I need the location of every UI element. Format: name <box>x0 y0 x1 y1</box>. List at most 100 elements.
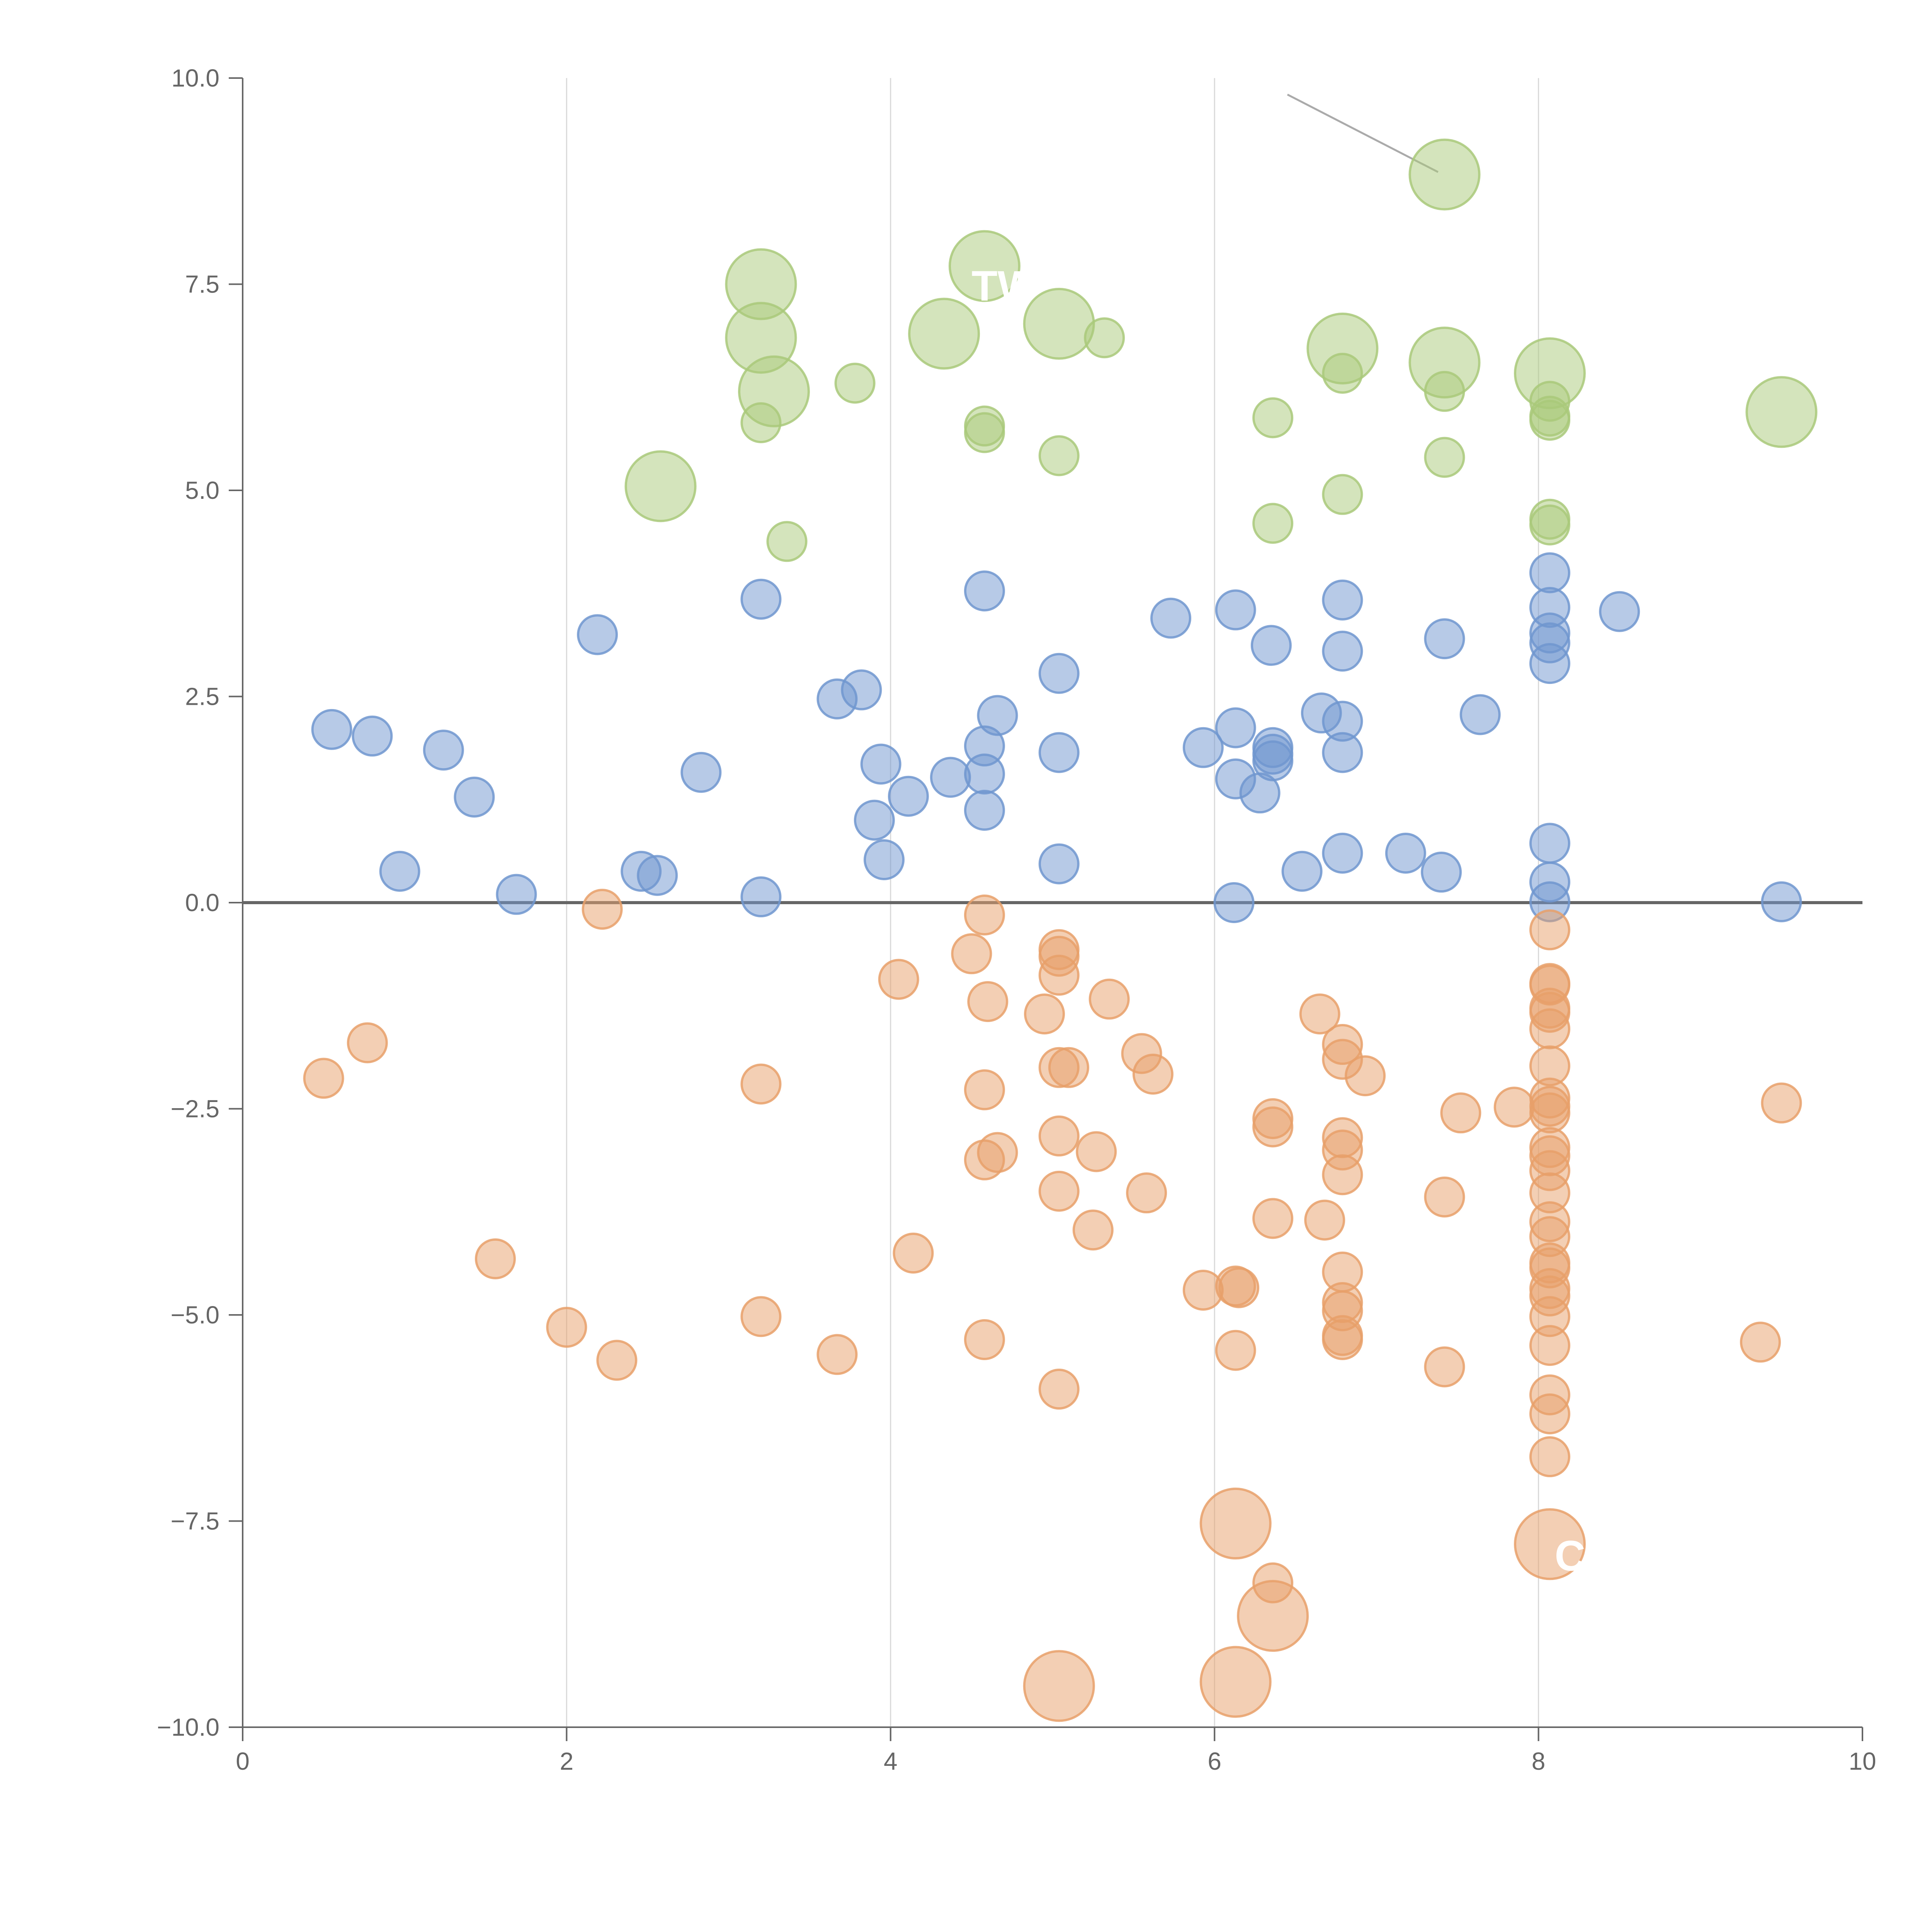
highlighted-points <box>624 138 1818 1722</box>
data-point-orange <box>740 1063 782 1105</box>
highlighted-data-point <box>1514 337 1586 409</box>
point-annotations: TW C <box>971 262 1585 1580</box>
data-point-blue <box>1385 832 1426 874</box>
data-point-blue <box>1250 625 1292 666</box>
data-point-orange <box>1076 1131 1117 1172</box>
highlighted-data-point <box>624 450 697 522</box>
data-point-blue <box>854 799 895 841</box>
y-tick-label: 5.0 <box>185 476 219 504</box>
data-point-blue <box>1529 643 1570 684</box>
data-point-blue <box>1421 852 1462 893</box>
data-point-blue <box>311 709 352 750</box>
data-point-orange <box>893 1232 934 1274</box>
data-point-orange <box>1252 1198 1294 1239</box>
data-point-blue <box>577 614 618 655</box>
data-point-blue <box>1038 843 1080 884</box>
axes: 0 2 4 6 8 10 −10.0 −7.5 −5.0 −2.5 0.0 2.5 5.0 7.5 10.0 <box>157 64 1876 1775</box>
data-point-blue <box>864 839 905 881</box>
data-point-orange <box>1132 1053 1173 1095</box>
data-point-green <box>1252 397 1294 439</box>
data-point-orange <box>1072 1209 1114 1251</box>
highlighted-data-point <box>1023 287 1095 360</box>
data-point-orange <box>1529 1325 1570 1366</box>
highlighted-data-point <box>948 230 1020 302</box>
data-point-orange <box>964 895 1005 936</box>
data-point-blue <box>1322 579 1363 621</box>
data-point-blue <box>1599 591 1640 632</box>
data-point-blue <box>1281 850 1323 892</box>
data-point-green <box>964 412 1005 453</box>
data-point-blue <box>1529 552 1570 594</box>
data-point-blue <box>888 776 929 817</box>
data-point-blue <box>1213 882 1255 923</box>
highlighted-data-point <box>1745 376 1818 448</box>
data-point-orange <box>1304 1199 1345 1241</box>
y-tick-label: 10.0 <box>171 64 219 92</box>
data-point-blue <box>1038 653 1080 694</box>
highlighted-data-point <box>1514 1508 1586 1580</box>
data-point-blue <box>1252 740 1294 781</box>
data-point-blue <box>1424 618 1465 660</box>
data-point-blue <box>680 752 722 793</box>
data-point-blue <box>379 850 420 892</box>
y-tick-label: −2.5 <box>171 1095 219 1123</box>
data-point-blue <box>1215 589 1256 631</box>
highlighted-data-point <box>908 298 980 370</box>
data-point-orange <box>1038 1369 1080 1410</box>
highlighted-data-point <box>1408 327 1481 399</box>
data-point-blue <box>1150 597 1192 639</box>
highlighted-data-point <box>1408 138 1481 211</box>
data-point-blue <box>423 730 464 771</box>
data-point-green <box>1424 437 1465 478</box>
x-tick-label: 8 <box>1532 1747 1546 1775</box>
data-point-blue <box>1529 823 1570 864</box>
data-point-blue <box>1322 732 1363 773</box>
data-point-blue <box>841 669 882 711</box>
data-point-orange <box>1529 1008 1570 1049</box>
data-point-orange <box>1529 1393 1570 1435</box>
data-point-blue <box>1038 732 1080 773</box>
data-point-green <box>766 521 808 562</box>
highlighted-data-point <box>1199 1646 1272 1718</box>
x-tick-label: 4 <box>884 1747 898 1775</box>
data-point-orange <box>1345 1055 1386 1097</box>
point-annotation-label: C <box>1555 1532 1585 1580</box>
data-point-orange <box>347 1022 388 1063</box>
y-tick-label: −10.0 <box>157 1713 219 1741</box>
data-point-orange <box>582 889 623 930</box>
data-point-orange <box>964 1319 1005 1361</box>
data-point-green <box>1322 474 1363 515</box>
data-point-orange <box>1088 978 1130 1020</box>
highlighted-data-point <box>1023 1650 1095 1722</box>
data-point-orange <box>303 1058 344 1099</box>
highlighted-data-point <box>738 355 810 427</box>
point-annotation-label: TW <box>971 262 1037 310</box>
data-point-orange <box>964 1069 1005 1111</box>
data-point-orange <box>1126 1172 1167 1214</box>
y-tick-label: 0.0 <box>185 889 219 917</box>
data-point-orange <box>1038 1170 1080 1212</box>
data-point-orange <box>1529 1436 1570 1478</box>
data-point-orange <box>596 1340 638 1381</box>
data-point-green <box>1252 503 1294 544</box>
data-point-orange <box>546 1307 587 1348</box>
data-point-orange <box>1761 1082 1802 1124</box>
data-point-orange <box>1529 1092 1570 1134</box>
data-point-blue <box>637 855 678 896</box>
data-point-orange <box>1299 993 1340 1035</box>
data-point-blue <box>977 695 1018 736</box>
data-points <box>303 317 1802 1604</box>
data-point-blue <box>1322 631 1363 672</box>
data-point-orange <box>1215 1330 1256 1371</box>
data-point-orange <box>951 933 992 975</box>
data-point-blue <box>930 757 971 798</box>
data-point-orange <box>1529 909 1570 951</box>
data-point-orange <box>967 981 1009 1022</box>
data-point-blue <box>964 753 1005 795</box>
data-point-blue <box>352 715 393 757</box>
data-point-orange <box>740 1296 782 1337</box>
highlighted-data-point <box>1306 312 1379 384</box>
x-tick-label: 6 <box>1208 1747 1221 1775</box>
data-point-blue <box>964 789 1005 831</box>
